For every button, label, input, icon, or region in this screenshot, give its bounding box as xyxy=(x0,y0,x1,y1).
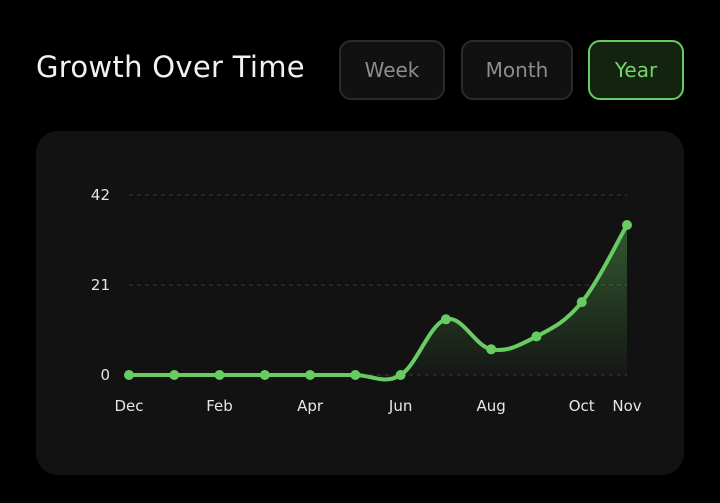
y-tick-label: 42 xyxy=(91,186,110,204)
data-point-jan[interactable] xyxy=(169,370,180,380)
data-point-mar[interactable] xyxy=(259,370,270,380)
data-point-jun[interactable] xyxy=(395,370,406,380)
data-point-nov[interactable] xyxy=(622,220,632,230)
x-tick-label: Dec xyxy=(114,397,143,415)
data-point-may[interactable] xyxy=(350,370,361,380)
data-point-apr[interactable] xyxy=(305,370,316,380)
series-area xyxy=(129,225,627,380)
x-tick-label: Aug xyxy=(477,397,506,415)
chart-card: 0 21 42 Dec Feb Apr Jun Aug Oct Nov xyxy=(36,131,684,475)
range-year-button[interactable]: Year xyxy=(588,40,684,100)
x-tick-label: Jun xyxy=(388,397,412,415)
x-tick-label: Nov xyxy=(612,397,641,415)
x-tick-label: Apr xyxy=(297,397,324,415)
x-tick-label: Oct xyxy=(569,397,595,415)
data-point-oct[interactable] xyxy=(576,297,587,308)
data-point-jul[interactable] xyxy=(440,314,451,325)
data-point-dec[interactable] xyxy=(124,370,134,380)
range-month-button[interactable]: Month xyxy=(461,40,573,100)
data-point-feb[interactable] xyxy=(214,370,225,380)
y-tick-label: 21 xyxy=(91,276,110,294)
x-tick-label: Feb xyxy=(206,397,233,415)
page-title: Growth Over Time xyxy=(36,50,305,84)
data-point-sep[interactable] xyxy=(531,331,542,342)
data-point-aug[interactable] xyxy=(486,344,497,355)
growth-chart: 0 21 42 Dec Feb Apr Jun Aug Oct Nov xyxy=(91,186,642,415)
range-week-button[interactable]: Week xyxy=(339,40,445,100)
y-tick-label: 0 xyxy=(100,366,110,384)
